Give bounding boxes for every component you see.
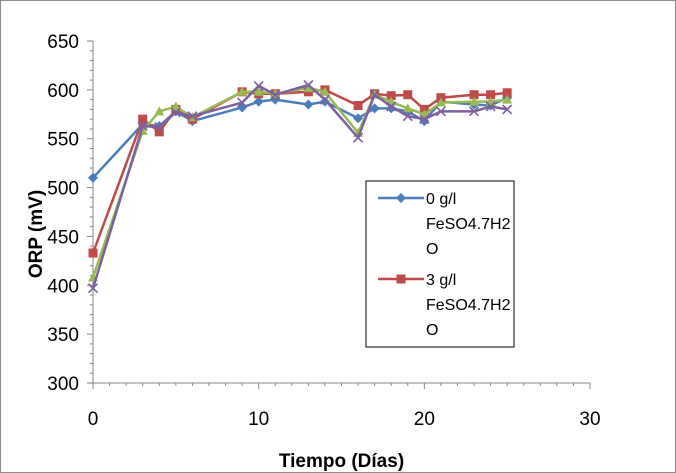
- legend-label: 0 g/l: [426, 191, 456, 208]
- data-point: [154, 121, 165, 133]
- data-point: [237, 86, 248, 96]
- x-tick-label: 30: [579, 409, 600, 430]
- data-point: [187, 111, 198, 122]
- x-marker-stroke: [270, 89, 281, 100]
- data-point: [87, 283, 99, 294]
- data-point: [369, 103, 380, 114]
- data-point: [502, 88, 512, 98]
- y-tick-label: 450: [47, 227, 79, 248]
- x-tick-label: 10: [248, 409, 269, 430]
- data-point: [435, 106, 446, 117]
- y-axis-title: ORP (mV): [26, 190, 47, 278]
- data-point: [319, 86, 330, 96]
- x-marker-stroke: [485, 101, 496, 112]
- x-marker-stroke: [87, 283, 99, 294]
- data-point: [88, 248, 98, 258]
- x-marker-stroke: [237, 97, 248, 108]
- data-point: [485, 101, 496, 112]
- data-point: [88, 172, 98, 183]
- data-point: [170, 107, 181, 118]
- x-marker-stroke: [353, 132, 364, 143]
- data-point: [403, 90, 413, 100]
- data-point: [170, 101, 181, 111]
- data-point: [469, 96, 480, 106]
- data-point: [253, 96, 264, 107]
- data-point: [237, 97, 248, 108]
- data-point: [502, 104, 513, 115]
- series-layer: [87, 79, 513, 294]
- y-tick-label: 350: [47, 325, 79, 346]
- data-point: [353, 113, 364, 124]
- series-4: [87, 79, 513, 294]
- x-marker-stroke: [303, 79, 314, 91]
- data-point: [154, 106, 165, 116]
- legend-label: FeSO4.7H2: [426, 216, 511, 233]
- x-marker-stroke: [170, 107, 181, 118]
- legend-box: [365, 180, 515, 348]
- data-point: [303, 99, 314, 110]
- legend-label: O: [426, 322, 438, 339]
- x-tick-label: 0: [88, 409, 99, 430]
- data-point: [253, 80, 264, 92]
- x-marker-stroke: [369, 89, 380, 100]
- x-tick-label: 20: [414, 409, 435, 430]
- x-marker-stroke: [319, 94, 330, 105]
- y-tick-label: 500: [47, 179, 79, 200]
- x-marker-stroke: [502, 104, 513, 115]
- data-point: [319, 94, 330, 105]
- data-point: [138, 114, 148, 124]
- x-marker-stroke: [402, 111, 413, 122]
- data-point: [435, 97, 446, 107]
- data-point: [419, 114, 430, 125]
- data-point: [353, 100, 363, 110]
- legend-label: 3 g/l: [426, 272, 456, 289]
- data-point: [486, 90, 496, 100]
- x-marker-stroke: [137, 120, 148, 132]
- data-point: [402, 111, 413, 122]
- legend: 0 g/l FeSO4.7H2 O 3 g/l FeSO4.7H2 O: [365, 180, 515, 348]
- x-marker-stroke: [468, 106, 480, 117]
- data-point: [502, 94, 513, 104]
- data-point: [468, 106, 480, 117]
- x-marker-stroke: [419, 114, 430, 125]
- y-tick-label: 300: [47, 374, 79, 395]
- data-point: [369, 89, 380, 100]
- data-point: [270, 89, 281, 100]
- x-marker-stroke: [187, 111, 198, 122]
- series-1: [88, 92, 513, 183]
- data-point: [137, 120, 148, 132]
- data-point: [386, 101, 397, 112]
- x-axis-title: Tiempo (Días): [279, 451, 404, 472]
- data-point: [353, 132, 364, 143]
- data-point: [402, 103, 413, 113]
- axes: 300 350 400 450 500 550 600 650 0 10 20 30 Tiempo (D…: [26, 32, 601, 472]
- series-line-1: [92, 96, 508, 179]
- data-point: [270, 88, 281, 98]
- legend-marker: [396, 193, 406, 203]
- y-tick-label: 650: [47, 32, 79, 53]
- data-point: [469, 90, 479, 100]
- legend-entry-1: 0 g/l FeSO4.7H2 O: [378, 191, 511, 258]
- x-marker-stroke: [435, 106, 446, 117]
- data-point: [303, 82, 314, 92]
- y-tick-label: 550: [47, 130, 79, 151]
- data-point: [154, 127, 164, 137]
- data-point: [303, 79, 314, 91]
- data-point: [386, 91, 396, 101]
- x-marker-stroke: [386, 101, 397, 112]
- legend-label: O: [426, 241, 438, 258]
- legend-entry-2: 3 g/l FeSO4.7H2 O: [378, 272, 511, 339]
- y-tick-label: 400: [47, 276, 79, 297]
- data-point: [253, 86, 264, 96]
- legend-marker: [396, 274, 406, 284]
- x-marker-stroke: [253, 80, 264, 92]
- x-marker-stroke: [154, 121, 165, 133]
- y-tick-label: 600: [47, 81, 79, 102]
- legend-label: FeSO4.7H2: [426, 297, 511, 314]
